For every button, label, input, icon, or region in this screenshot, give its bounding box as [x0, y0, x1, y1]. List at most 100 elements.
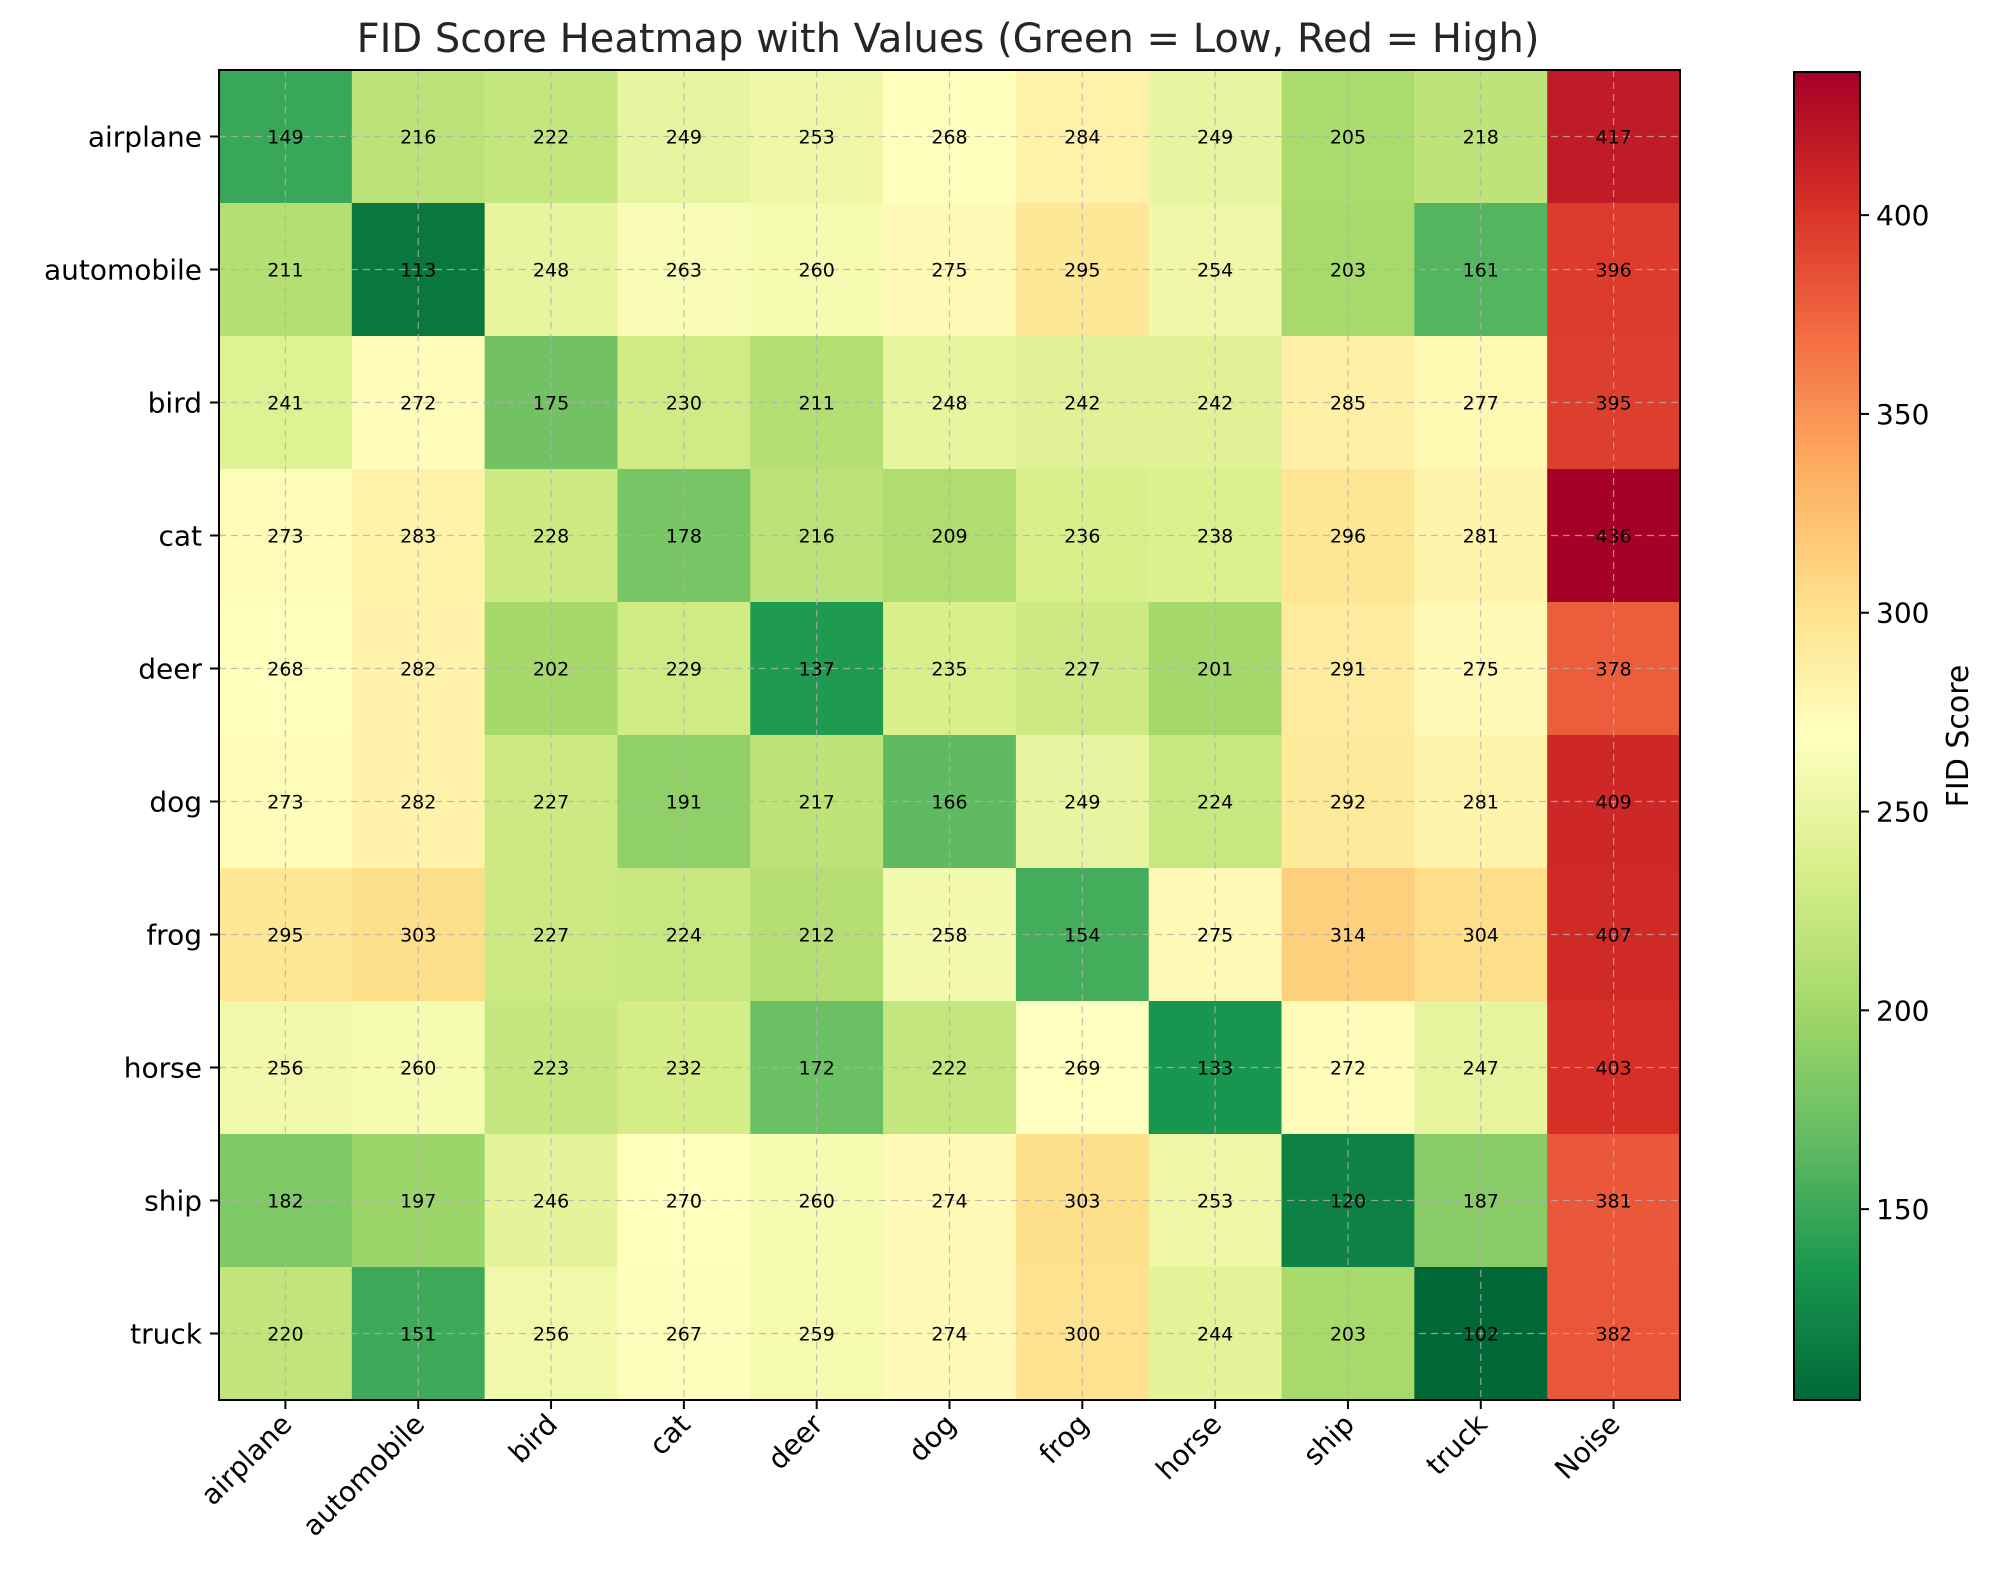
cell-value-label: 166 — [931, 792, 967, 814]
cell-value-label: 133 — [1197, 1058, 1233, 1080]
cell-value-label: 268 — [931, 127, 967, 149]
y-tick-label: automobile — [44, 254, 202, 287]
cell-value-label: 222 — [533, 127, 569, 149]
cell-value-label: 395 — [1595, 393, 1631, 415]
colorbar-tick-label: 350 — [1876, 398, 1929, 431]
cell-value-label: 314 — [1330, 925, 1366, 947]
cell-value-label: 283 — [400, 526, 436, 548]
cell-value-label: 272 — [1330, 1058, 1366, 1080]
cell-value-label: 249 — [1064, 792, 1100, 814]
cell-value-label: 246 — [533, 1191, 569, 1213]
cell-value-label: 273 — [267, 792, 303, 814]
cell-value-label: 211 — [799, 393, 835, 415]
colorbar-tick-label: 250 — [1876, 796, 1929, 829]
cell-value-label: 396 — [1595, 260, 1631, 282]
cell-value-label: 268 — [267, 659, 303, 681]
cell-value-label: 274 — [931, 1324, 967, 1346]
y-tick-label: truck — [130, 1318, 203, 1351]
cell-value-label: 304 — [1463, 925, 1499, 947]
cell-value-label: 203 — [1330, 260, 1366, 282]
cell-value-label: 248 — [931, 393, 967, 415]
x-tick-label: bird — [502, 1408, 564, 1470]
cell-value-label: 223 — [533, 1058, 569, 1080]
cell-value-label: 417 — [1595, 127, 1631, 149]
cell-value-label: 260 — [799, 260, 835, 282]
cell-value-label: 285 — [1330, 393, 1366, 415]
cell-value-label: 154 — [1064, 925, 1100, 947]
cell-value-label: 273 — [267, 526, 303, 548]
cell-value-label: 197 — [400, 1191, 436, 1213]
cell-value-label: 216 — [400, 127, 436, 149]
cell-value-label: 249 — [1197, 127, 1233, 149]
cell-value-label: 224 — [666, 925, 702, 947]
cell-value-label: 187 — [1463, 1191, 1499, 1213]
cell-value-label: 254 — [1197, 260, 1233, 282]
colorbar-label: FID Score — [1941, 665, 1976, 808]
cell-value-label: 269 — [1064, 1058, 1100, 1080]
x-tick-label: cat — [643, 1408, 697, 1462]
cell-value-label: 212 — [799, 925, 835, 947]
cell-value-label: 292 — [1330, 792, 1366, 814]
cell-value-label: 211 — [267, 260, 303, 282]
cell-value-label: 407 — [1595, 925, 1631, 947]
cell-value-label: 236 — [1064, 526, 1100, 548]
cell-value-label: 182 — [267, 1191, 303, 1213]
cell-value-label: 230 — [666, 393, 702, 415]
heatmap-value-labels: 149 216 222 249 253 268 284 249 205 218 417 211 113 2… — [267, 127, 1631, 1346]
cell-value-label: 244 — [1197, 1324, 1233, 1346]
cell-value-label: 403 — [1595, 1058, 1631, 1080]
cell-value-label: 295 — [1064, 260, 1100, 282]
cell-value-label: 113 — [400, 260, 436, 282]
cell-value-label: 242 — [1064, 393, 1100, 415]
cell-value-label: 267 — [666, 1324, 702, 1346]
colorbar-tick-label: 200 — [1876, 994, 1929, 1027]
y-tick-label: cat — [158, 520, 202, 553]
cell-value-label: 277 — [1463, 393, 1499, 415]
cell-value-label: 409 — [1595, 792, 1631, 814]
x-tick-label: dog — [902, 1408, 963, 1469]
cell-value-label: 201 — [1197, 659, 1233, 681]
cell-value-label: 253 — [799, 127, 835, 149]
cell-value-label: 220 — [267, 1324, 303, 1346]
cell-value-label: 382 — [1595, 1324, 1631, 1346]
cell-value-label: 282 — [400, 792, 436, 814]
cell-value-label: 281 — [1463, 792, 1499, 814]
cell-value-label: 249 — [666, 127, 702, 149]
cell-value-label: 222 — [931, 1058, 967, 1080]
cell-value-label: 238 — [1197, 526, 1233, 548]
cell-value-label: 235 — [931, 659, 967, 681]
cell-value-label: 217 — [799, 792, 835, 814]
cell-value-label: 303 — [1064, 1191, 1100, 1213]
y-tick-label: frog — [146, 919, 202, 952]
cell-value-label: 274 — [931, 1191, 967, 1213]
y-tick-label: horse — [124, 1052, 202, 1085]
x-tick-label: airplane — [194, 1408, 298, 1512]
cell-value-label: 102 — [1463, 1324, 1499, 1346]
colorbar-tick-label: 400 — [1876, 199, 1929, 232]
cell-value-label: 256 — [267, 1058, 303, 1080]
cell-value-label: 203 — [1330, 1324, 1366, 1346]
cell-value-label: 227 — [533, 792, 569, 814]
y-tick-label: dog — [149, 786, 202, 819]
cell-value-label: 303 — [400, 925, 436, 947]
cell-value-label: 284 — [1064, 127, 1100, 149]
cell-value-label: 275 — [1197, 925, 1233, 947]
cell-value-label: 260 — [400, 1058, 436, 1080]
cell-value-label: 172 — [799, 1058, 835, 1080]
cell-value-label: 300 — [1064, 1324, 1100, 1346]
cell-value-label: 205 — [1330, 127, 1366, 149]
heatmap-gridlines — [219, 70, 1680, 1400]
x-tick-label: Noise — [1548, 1408, 1626, 1486]
cell-value-label: 137 — [799, 659, 835, 681]
cell-value-label: 381 — [1595, 1191, 1631, 1213]
cell-value-label: 227 — [1064, 659, 1100, 681]
cell-value-label: 149 — [267, 127, 303, 149]
colorbar-ticks: 150 200 250 300 350 400 — [1860, 199, 1929, 1226]
cell-value-label: 272 — [400, 393, 436, 415]
x-tick-label: frog — [1033, 1408, 1096, 1471]
cell-value-label: 282 — [400, 659, 436, 681]
cell-value-label: 178 — [666, 526, 702, 548]
y-tick-label: deer — [138, 653, 202, 686]
cell-value-label: 175 — [533, 393, 569, 415]
